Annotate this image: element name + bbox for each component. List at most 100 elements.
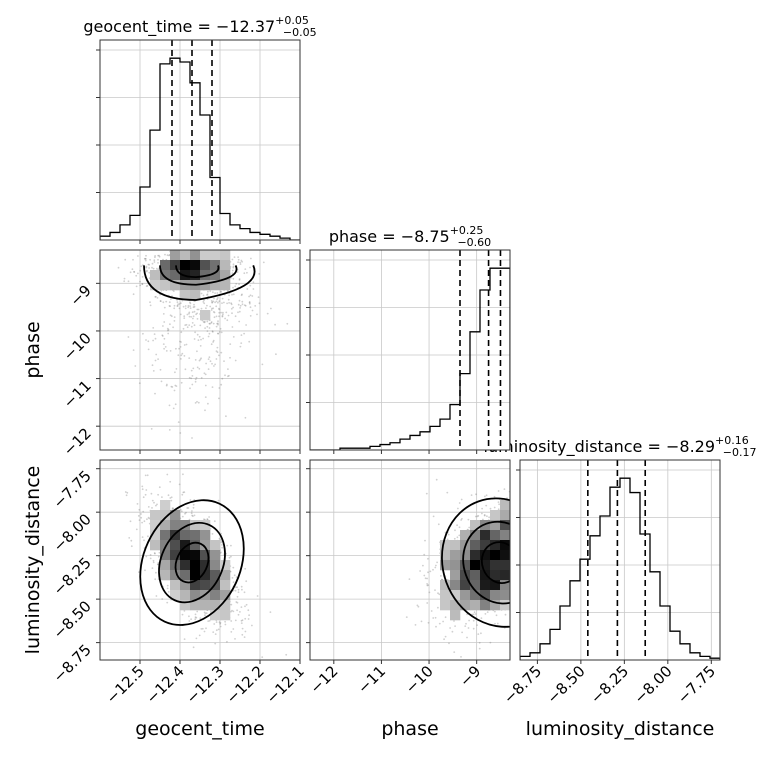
scatter-point — [146, 269, 148, 272]
histogram-bar — [600, 516, 610, 660]
density-cell — [210, 560, 221, 571]
density-cell — [440, 540, 451, 551]
histogram-bar — [250, 232, 260, 240]
scatter-point — [231, 272, 234, 275]
scatter-point — [486, 611, 489, 613]
scatter-point — [207, 620, 210, 622]
scatter-point — [251, 624, 253, 627]
scatter-point — [453, 537, 456, 540]
x-tick-label: −12.2 — [223, 662, 268, 707]
scatter-point — [437, 592, 439, 595]
scatter-point — [206, 304, 208, 307]
density-cell — [160, 530, 171, 541]
density-cell — [480, 580, 491, 591]
scatter-point — [238, 320, 241, 323]
density-cell — [440, 550, 451, 561]
scatter-point — [414, 624, 417, 626]
density-cell — [150, 520, 161, 531]
scatter-point — [422, 564, 424, 567]
scatter-point — [217, 628, 220, 631]
scatter-point — [147, 348, 150, 351]
scatter-point — [176, 305, 179, 307]
scatter-point — [460, 656, 462, 658]
scatter-point — [224, 620, 227, 623]
scatter-point — [194, 378, 197, 381]
scatter-point — [137, 272, 139, 275]
y-tick-label: −9 — [66, 281, 94, 309]
scatter-point — [240, 585, 243, 588]
scatter-point — [162, 325, 164, 327]
scatter-point — [241, 260, 244, 263]
scatter-point — [180, 510, 183, 513]
scatter-point — [188, 315, 191, 318]
scatter-point — [159, 300, 162, 302]
density-cell — [210, 280, 221, 291]
scatter-point — [178, 483, 181, 486]
scatter-point — [132, 349, 135, 351]
panel-phase-histogram — [306, 249, 511, 451]
scatter-point — [241, 588, 243, 591]
density-cell — [170, 250, 181, 261]
scatter-point — [181, 493, 184, 496]
scatter-point — [237, 258, 240, 261]
scatter-layer — [124, 473, 288, 658]
scatter-point — [167, 591, 170, 593]
scatter-point — [178, 307, 181, 310]
density-cell — [500, 560, 510, 571]
scatter-point — [480, 617, 483, 619]
histogram-bar — [540, 644, 550, 660]
scatter-point — [481, 512, 483, 515]
scatter-point — [194, 331, 197, 334]
scatter-point — [254, 305, 257, 307]
scatter-point — [155, 571, 157, 574]
scatter-point — [172, 326, 175, 329]
scatter-point — [167, 328, 170, 331]
scatter-point — [213, 311, 216, 314]
scatter-point — [435, 625, 437, 628]
scatter-point — [213, 297, 215, 300]
scatter-point — [161, 598, 164, 600]
scatter-point — [240, 294, 243, 297]
scatter-point — [208, 332, 211, 335]
scatter-point — [249, 306, 252, 309]
scatter-point — [247, 609, 250, 612]
scatter-point — [249, 284, 252, 287]
scatter-point — [484, 613, 487, 615]
scatter-point — [212, 300, 215, 303]
scatter-point — [179, 302, 182, 305]
scatter-point — [213, 365, 215, 367]
density-cell — [450, 540, 461, 551]
scatter-point — [200, 292, 203, 295]
scatter-point — [147, 506, 150, 508]
density-cell — [200, 560, 211, 571]
density-cell — [170, 590, 181, 601]
scatter-point — [230, 302, 233, 305]
scatter-point — [238, 299, 241, 302]
scatter-point — [181, 352, 184, 355]
scatter-point — [221, 377, 224, 380]
scatter-point — [453, 620, 455, 622]
scatter-point — [454, 529, 456, 532]
scatter-point — [170, 315, 173, 318]
scatter-point — [195, 637, 198, 640]
scatter-point — [243, 304, 246, 306]
scatter-point — [483, 514, 486, 517]
scatter-point — [164, 346, 167, 348]
scatter-point — [131, 268, 134, 271]
density-cell — [480, 520, 491, 531]
scatter-point — [211, 386, 214, 388]
scatter-point — [192, 646, 195, 649]
scatter-point — [472, 619, 475, 622]
scatter-point — [178, 347, 181, 350]
scatter-point — [205, 362, 208, 365]
scatter-point — [173, 304, 176, 307]
scatter-point — [218, 354, 220, 357]
scatter-point — [444, 616, 447, 619]
density-cell — [450, 580, 461, 591]
scatter-point — [175, 385, 178, 387]
scatter-point — [243, 636, 246, 638]
histogram-bar — [180, 62, 190, 240]
density-cell — [470, 520, 481, 531]
scatter-point — [192, 315, 195, 318]
